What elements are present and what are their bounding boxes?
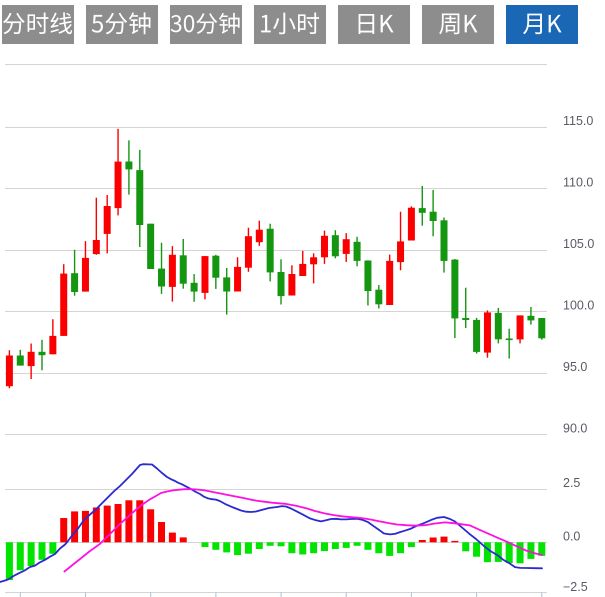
svg-text:0.0: 0.0 xyxy=(563,530,580,544)
svg-text:90.0: 90.0 xyxy=(563,422,587,436)
svg-text:−2.5: −2.5 xyxy=(563,580,588,594)
svg-text:105.0: 105.0 xyxy=(563,237,594,251)
svg-text:115.0: 115.0 xyxy=(563,114,593,128)
svg-text:95.0: 95.0 xyxy=(563,360,587,374)
svg-text:110.0: 110.0 xyxy=(563,176,593,190)
svg-text:2.5: 2.5 xyxy=(563,476,580,490)
svg-text:100.0: 100.0 xyxy=(563,299,594,313)
